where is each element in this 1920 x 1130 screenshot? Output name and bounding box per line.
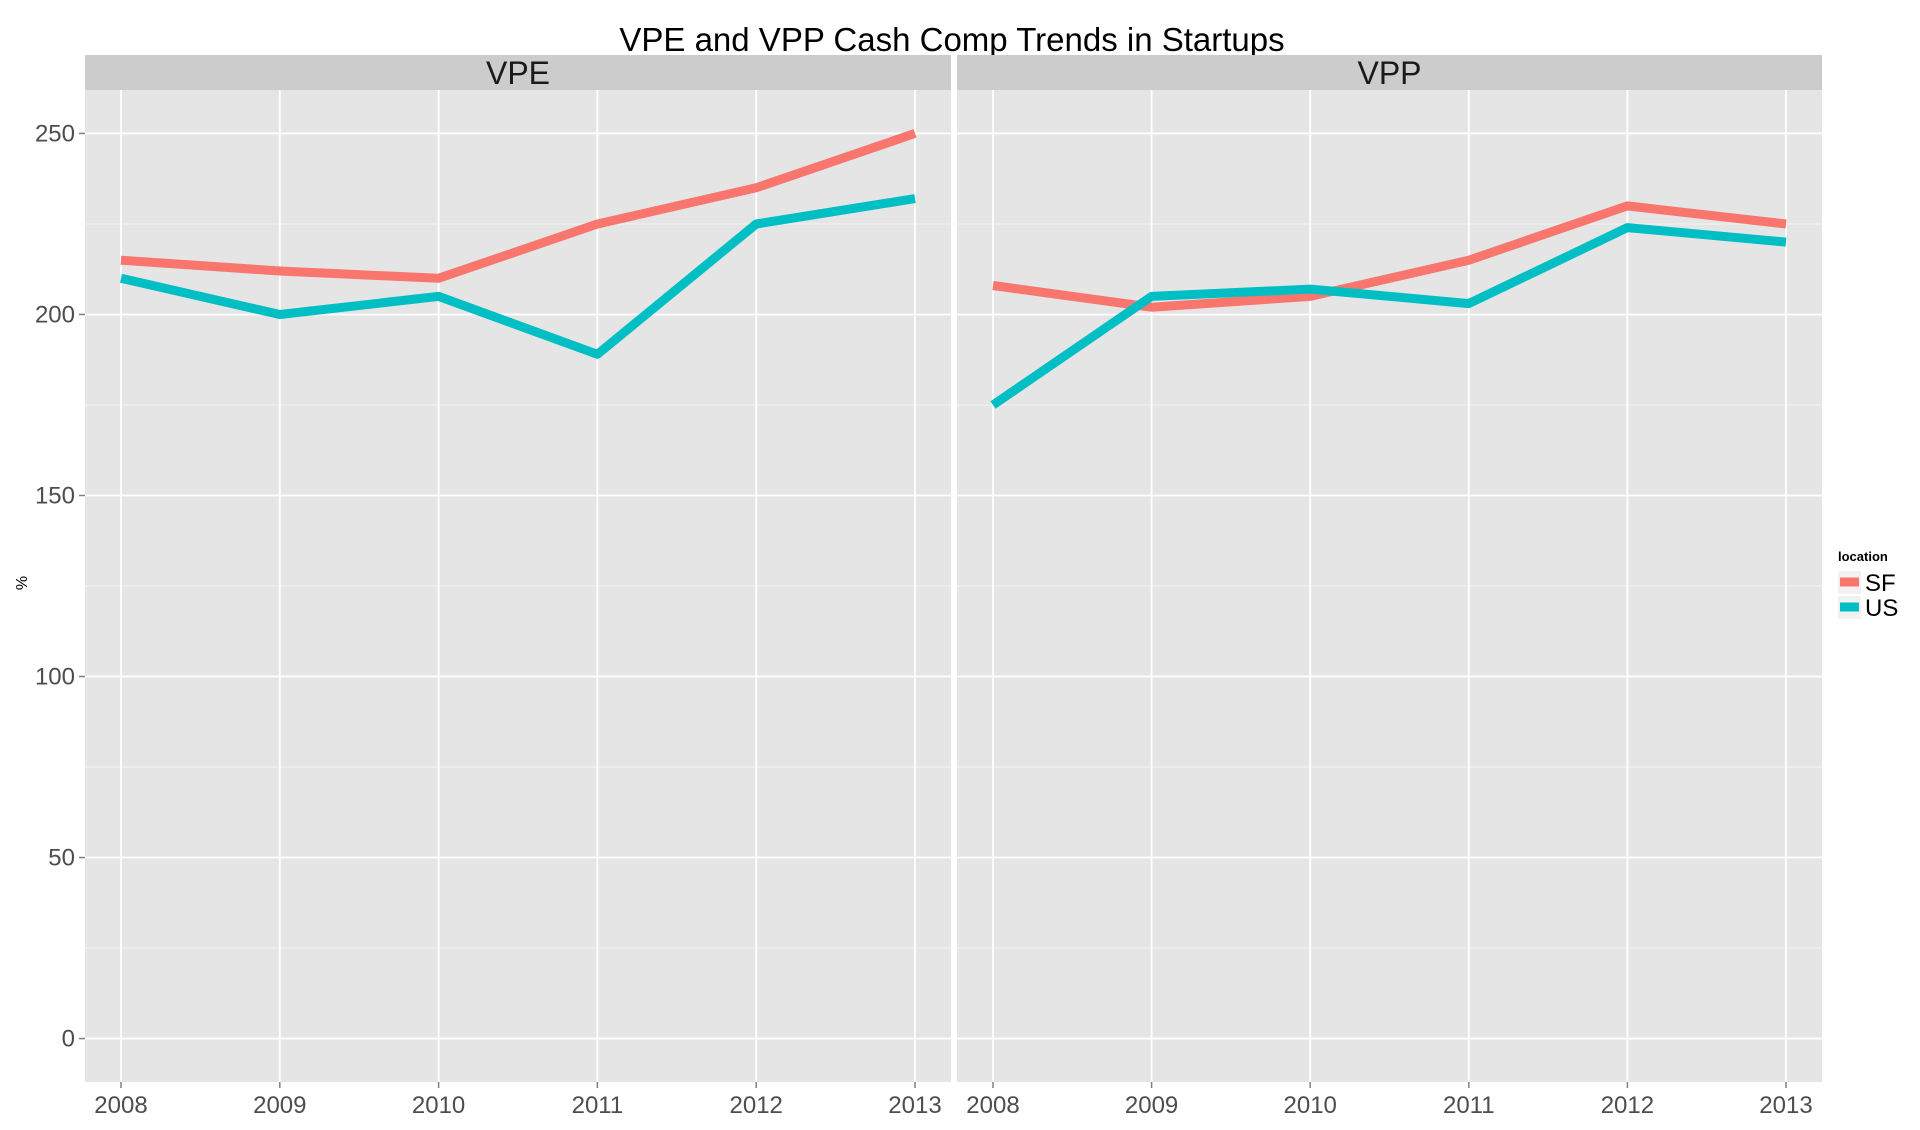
series-line-sf (120, 129, 917, 283)
facet-panel-vpe: VPE 2008 2009 2010 2011 2012 2013 (85, 55, 951, 1119)
legend-label-us: US (1865, 595, 1898, 622)
legend-label-sf: SF (1865, 570, 1896, 597)
x-tick-label: 2010 (412, 1092, 465, 1119)
facet-strip-label: VPE (486, 55, 550, 91)
y-tick-label: 150 (35, 482, 75, 509)
x-tick-label: 2012 (1601, 1092, 1654, 1119)
facet-strip (85, 55, 951, 90)
facet-strip (957, 55, 1822, 90)
y-tick-label: 100 (35, 664, 75, 691)
facet-panel-vpp: VPP 2008 2009 2010 2011 2012 2013 (957, 55, 1822, 1119)
x-tick-label: 2011 (1443, 1092, 1495, 1119)
chart-title: VPE and VPP Cash Comp Trends in Startups (619, 21, 1284, 58)
x-tick-label: 2008 (94, 1092, 147, 1119)
y-tick-label: 50 (48, 845, 75, 872)
series-line-us (119, 194, 916, 359)
y-axis-label: % (14, 576, 31, 590)
y-tick-label: 250 (35, 120, 75, 147)
y-axis: 0 50 100 150 200 250 (35, 120, 85, 1053)
facet-panels: VPE 2008 2009 2010 2011 2012 2013 VPP 2008 2009 20… (85, 55, 1822, 1119)
x-tick-label: 2013 (888, 1092, 941, 1119)
x-tick-label: 2009 (1125, 1092, 1178, 1119)
x-tick-label: 2011 (572, 1092, 624, 1119)
x-tick-label: 2010 (1284, 1092, 1337, 1119)
y-tick-label: 0 (62, 1026, 75, 1053)
x-tick-label: 2012 (730, 1092, 783, 1119)
x-tick-label: 2009 (253, 1092, 306, 1119)
y-tick-label: 200 (35, 301, 75, 328)
x-tick-label: 2008 (966, 1092, 1019, 1119)
facet-strip-label: VPP (1357, 55, 1421, 91)
series-line-sf (992, 201, 1787, 312)
legend-title: location (1838, 549, 1888, 564)
series-line-us (990, 223, 1787, 409)
x-tick-label: 2013 (1759, 1092, 1812, 1119)
